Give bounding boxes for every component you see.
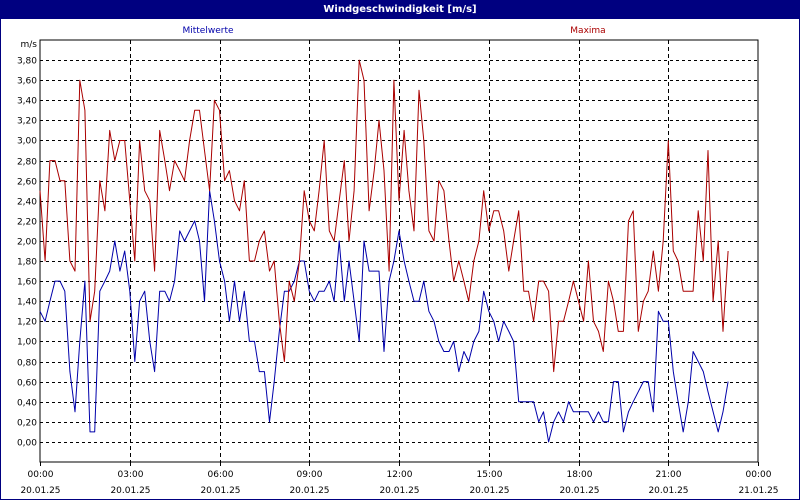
x-tick-time: 21:00 [656,470,682,480]
x-tick-time: 00:00 [746,470,772,480]
x-tick-date: 20.01.25 [469,486,509,496]
y-axis-label: m/s [21,40,38,50]
legend-mittelwerte: Mittelwerte [182,26,233,36]
x-tick-time: 03:00 [118,470,144,480]
y-tick-label: 0,80 [17,359,37,369]
y-tick-label: 1,80 [17,258,37,268]
x-tick-time: 12:00 [387,470,413,480]
y-tick-label: 0,00 [17,439,37,449]
y-tick-label: 2,80 [17,158,37,168]
x-tick-date: 20.01.25 [110,486,150,496]
y-tick-label: 1,40 [17,298,37,308]
series-line-mittelwerte [39,190,729,443]
x-tick-time: 15:00 [477,470,503,480]
x-tick-time: 18:00 [567,470,593,480]
y-tick-label: 1,20 [17,318,37,328]
series-line-maxima [39,59,729,373]
y-tick-label: 3,60 [17,77,37,87]
chart-title: Windgeschwindigkeit [m/s] [1,1,799,19]
legend-maxima: Maxima [570,26,605,36]
y-tick-label: 0,40 [17,399,37,409]
x-tick-date: 20.01.25 [648,486,688,496]
y-tick-label: 2,00 [17,238,37,248]
y-tick-label: 0,20 [17,419,37,429]
y-tick-label: 2,20 [17,218,37,228]
y-tick-label: 3,80 [17,57,37,67]
y-tick-label: 3,00 [17,137,37,147]
y-tick-label: 3,40 [17,97,37,107]
y-tick-label: 2,60 [17,178,37,188]
x-tick-time: 06:00 [208,470,234,480]
y-tick-label: 1,00 [17,338,37,348]
x-tick-date: 20.01.25 [379,486,419,496]
y-tick-label: 3,20 [17,117,37,127]
x-tick-date: 21.01.25 [738,486,778,496]
x-tick-date: 20.01.25 [20,486,60,496]
x-tick-date: 20.01.25 [559,486,599,496]
y-tick-label: 1,60 [17,278,37,288]
x-tick-date: 20.01.25 [200,486,240,496]
x-tick-time: 09:00 [297,470,323,480]
y-tick-label: 0,60 [17,379,37,389]
x-tick-time: 00:00 [28,470,54,480]
y-tick-label: 2,40 [17,198,37,208]
x-tick-date: 20.01.25 [289,486,329,496]
